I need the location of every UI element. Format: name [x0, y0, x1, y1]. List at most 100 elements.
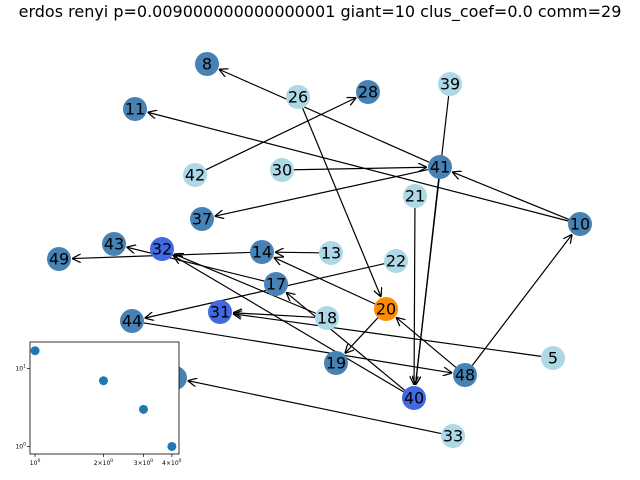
edge-40-17: [286, 292, 406, 391]
node-circle-5: [541, 346, 565, 370]
node-circle-21: [403, 184, 427, 208]
node-label-8: 8: [202, 55, 212, 74]
node-label-43: 43: [104, 235, 124, 254]
node-8: 8: [195, 52, 219, 76]
node-10: 10: [568, 212, 592, 236]
node-label-33: 33: [443, 427, 463, 446]
node-circle-11: [123, 97, 147, 121]
node-18: 18: [315, 306, 339, 330]
node-label-5: 5: [548, 349, 558, 368]
edge-18-31: [233, 313, 316, 318]
node-label-17: 17: [266, 275, 286, 294]
node-circle-48: [453, 363, 477, 387]
node-circle-14: [250, 240, 274, 264]
node-14: 14: [250, 240, 274, 264]
node-label-31: 31: [210, 303, 230, 322]
node-label-37: 37: [192, 210, 212, 229]
node-30: 30: [270, 158, 294, 182]
page-title: erdos renyi p=0.009000000000000001 giant…: [18, 2, 622, 21]
edge-42-28: [205, 98, 356, 171]
edge-17-43: [127, 247, 265, 282]
node-label-41: 41: [430, 158, 450, 177]
edge-13-14: [275, 252, 320, 253]
node-label-32: 32: [152, 240, 172, 259]
node-label-40: 40: [404, 389, 424, 408]
node-label-39: 39: [440, 75, 460, 94]
node-circle-43: [102, 232, 126, 256]
node-28: 28: [356, 80, 380, 104]
node-circle-8: [195, 52, 219, 76]
node-39: 39: [438, 72, 462, 96]
inset-xtick-label-0: 100: [30, 458, 41, 467]
node-circle-44: [120, 309, 144, 333]
node-49: 49: [47, 247, 71, 271]
node-13: 13: [319, 241, 343, 265]
node-22: 22: [384, 249, 408, 273]
node-label-21: 21: [405, 187, 425, 206]
node-label-49: 49: [49, 250, 69, 269]
node-circle-19: [324, 351, 348, 375]
node-33: 33: [441, 424, 465, 448]
node-label-28: 28: [358, 83, 378, 102]
edge-10-11: [148, 112, 569, 222]
inset-frame: [29, 341, 180, 455]
node-circle-49: [47, 247, 71, 271]
node-label-30: 30: [272, 161, 292, 180]
edges-layer: [72, 69, 572, 435]
node-32: 32: [150, 237, 174, 261]
node-41: 41: [428, 155, 452, 179]
node-label-19: 19: [326, 354, 346, 373]
edge-48-20: [396, 317, 457, 368]
edge-26-20: [302, 107, 381, 297]
node-20: 20: [374, 297, 398, 321]
edge-44-48: [143, 322, 452, 373]
edge-41-8: [219, 69, 430, 163]
node-26: 26: [286, 85, 310, 109]
inset-point-0: [30, 346, 40, 356]
node-17: 17: [264, 272, 288, 296]
degree-inset-plot: 100 2×100 3×100 4×100 100 101: [15, 341, 182, 467]
node-48: 48: [453, 363, 477, 387]
inset-point-2: [138, 404, 148, 414]
node-circle-40: [402, 386, 426, 410]
edge-30-41: [293, 167, 427, 170]
node-label-10: 10: [570, 215, 590, 234]
node-5: 5: [541, 346, 565, 370]
inset-xtick-label-3: 4×100: [162, 458, 181, 467]
node-circle-41: [428, 155, 452, 179]
edge-18-32: [174, 254, 317, 314]
node-circle-31: [208, 300, 232, 324]
node-label-11: 11: [125, 100, 145, 119]
edge-21-40: [414, 207, 415, 385]
inset-point-1: [98, 376, 108, 386]
edge-40-32: [173, 256, 404, 393]
edge-5-31: [233, 314, 542, 357]
node-31: 31: [208, 300, 232, 324]
node-43: 43: [102, 232, 126, 256]
node-label-48: 48: [455, 366, 475, 385]
inset-point-3: [167, 441, 177, 451]
node-circle-42: [183, 163, 207, 187]
node-circle-13: [319, 241, 343, 265]
node-circle-26: [286, 85, 310, 109]
node-label-13: 13: [321, 244, 341, 263]
node-circle-20: [374, 297, 398, 321]
edge-41-37: [215, 168, 429, 217]
node-19: 19: [324, 351, 348, 375]
inset-ytick-label-1: 101: [15, 364, 26, 373]
node-circle-39: [438, 72, 462, 96]
node-label-20: 20: [376, 300, 396, 319]
node-label-22: 22: [386, 252, 406, 271]
edge-20-19: [345, 317, 379, 354]
node-circle-37: [190, 207, 214, 231]
node-circle-28: [356, 80, 380, 104]
node-label-44: 44: [122, 312, 142, 331]
edge-22-44: [145, 263, 385, 318]
nodes-layer: 8 26 28 39 11 42 30 41 21 37 10 43 32 14 13 49 22 17 20 31 1…: [47, 52, 592, 448]
inset-xtick-label-2: 3×100: [134, 458, 153, 467]
node-circle-22: [384, 249, 408, 273]
node-11: 11: [123, 97, 147, 121]
node-label-18: 18: [317, 309, 337, 328]
node-label-14: 14: [252, 243, 272, 262]
